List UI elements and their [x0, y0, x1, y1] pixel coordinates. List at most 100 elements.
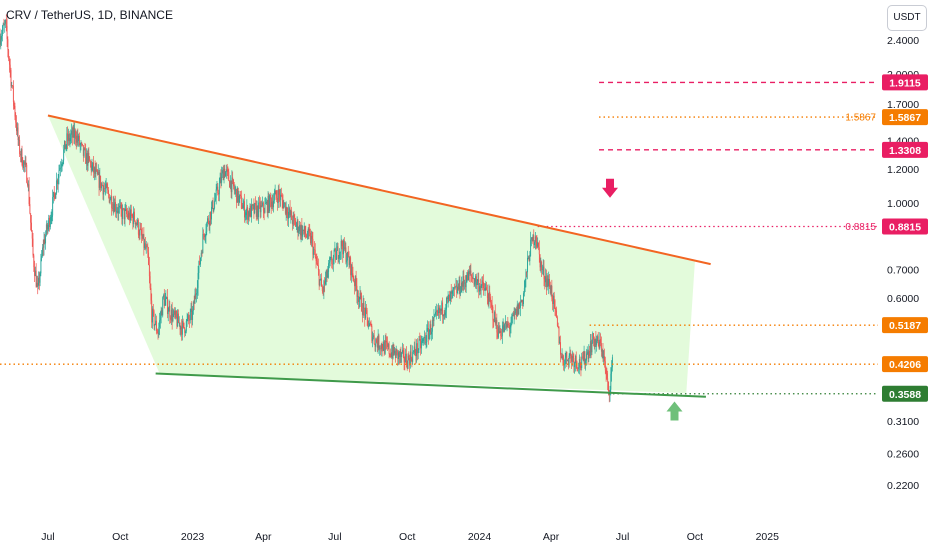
candle-body	[16, 122, 17, 132]
candle-body	[182, 320, 184, 323]
candle-body	[574, 355, 576, 364]
price-axis[interactable]: 2.40002.00001.70001.40001.20001.00000.70…	[882, 35, 928, 492]
candle-body	[371, 325, 373, 342]
candle-body	[590, 341, 592, 353]
candle-body	[487, 297, 489, 305]
candle-body	[221, 173, 223, 183]
candle-body	[71, 130, 73, 138]
candle-body	[333, 250, 335, 258]
candle-body	[141, 235, 143, 239]
candle-body	[129, 212, 131, 221]
candle-body	[189, 311, 191, 321]
candle-body	[585, 353, 587, 361]
candle-body	[321, 278, 322, 287]
candle-body	[163, 295, 164, 298]
currency-button[interactable]: USDT	[887, 5, 927, 31]
candle-body	[583, 351, 585, 361]
candle-body	[153, 311, 155, 327]
candle-body	[233, 186, 235, 191]
candle-body	[55, 193, 57, 199]
candle-body	[480, 285, 482, 291]
candle-body	[280, 194, 282, 200]
price-level-badge-label: 0.5187	[889, 320, 921, 332]
candle-body	[336, 246, 338, 251]
candle-body	[534, 242, 536, 245]
candle-body	[414, 346, 416, 354]
candle-body	[519, 301, 521, 308]
candle-body	[593, 339, 595, 348]
candle-body	[314, 249, 316, 257]
candle-body	[155, 320, 157, 325]
candle-body	[474, 281, 476, 285]
candle-body	[36, 282, 38, 287]
candle-body	[225, 171, 227, 177]
candle-body	[397, 350, 399, 359]
candle-body	[276, 195, 278, 198]
candle-body	[45, 224, 47, 235]
candle-body	[538, 247, 540, 255]
candle-body	[345, 247, 347, 263]
candle-body	[601, 350, 603, 352]
candle-body	[461, 282, 463, 287]
candle-body	[318, 270, 320, 286]
candle-body	[554, 300, 556, 309]
candle-body	[32, 238, 34, 256]
candle-body	[219, 177, 221, 184]
candle-body	[506, 323, 508, 328]
candle-body	[422, 339, 424, 342]
candle-body	[549, 279, 550, 287]
candle-body	[366, 310, 368, 318]
candle-body	[6, 25, 8, 40]
candle-body	[61, 164, 63, 167]
candle-body	[199, 261, 201, 265]
candle-body	[606, 373, 608, 379]
candle-body	[352, 273, 354, 279]
candle-body	[545, 276, 547, 283]
candle-body	[249, 206, 251, 217]
candle-body	[319, 279, 321, 286]
candle-body	[387, 343, 389, 347]
price-level-badge-label: 1.3308	[889, 145, 921, 157]
candle-body	[427, 328, 429, 340]
candle-body	[171, 309, 173, 322]
candle-body	[155, 320, 157, 331]
candle-body	[283, 203, 285, 209]
candle-body	[550, 285, 552, 294]
candle-body	[516, 308, 517, 317]
candle-body	[396, 349, 398, 351]
price-level-badge-label: 0.8815	[889, 221, 921, 233]
candle-body	[605, 370, 607, 374]
candle-body	[119, 206, 120, 208]
candle-body	[412, 351, 414, 362]
candle-body	[514, 312, 516, 314]
time-axis[interactable]: Jul Oct 2023 Apr Jul Oct 2024 Apr Jul Oct 2025	[41, 531, 779, 543]
candle-body	[151, 300, 153, 323]
price-tick-label: 1.7000	[887, 99, 919, 111]
candle-body	[10, 70, 12, 87]
candle-body	[519, 302, 521, 308]
candle-body	[300, 225, 302, 236]
candle-body	[299, 225, 301, 236]
candle-body	[361, 311, 363, 316]
candle-body	[38, 277, 39, 286]
candle-body	[359, 292, 361, 300]
candle-body	[108, 194, 110, 203]
candle-body	[52, 197, 54, 216]
candle-body	[247, 211, 249, 220]
candle-body	[227, 169, 229, 172]
candle-body	[501, 329, 503, 337]
candle-body	[362, 302, 364, 316]
candle-body	[135, 222, 137, 225]
candle-body	[399, 351, 401, 357]
candle-body	[447, 297, 449, 299]
candle-body	[196, 293, 197, 295]
candle-body	[2, 24, 4, 31]
trendlines	[47, 114, 711, 398]
candle-body	[187, 315, 189, 319]
candle-body	[348, 257, 350, 265]
candle-body	[230, 180, 232, 193]
candle-body	[177, 313, 179, 327]
candle-body	[372, 337, 374, 342]
candle-body	[225, 169, 227, 172]
